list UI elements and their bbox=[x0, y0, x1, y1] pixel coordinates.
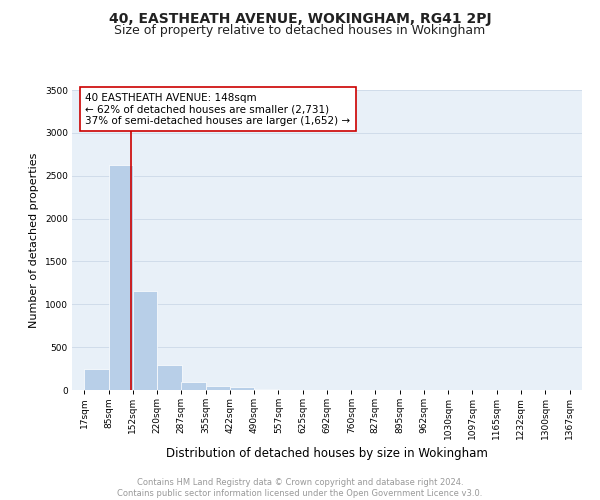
Bar bbox=[109, 164, 133, 390]
X-axis label: Distribution of detached houses by size in Wokingham: Distribution of detached houses by size … bbox=[166, 448, 488, 460]
Text: 40 EASTHEATH AVENUE: 148sqm
← 62% of detached houses are smaller (2,731)
37% of : 40 EASTHEATH AVENUE: 148sqm ← 62% of det… bbox=[85, 92, 350, 126]
Bar bbox=[230, 387, 254, 390]
Bar bbox=[181, 382, 206, 390]
Bar bbox=[157, 365, 182, 390]
Bar bbox=[84, 368, 109, 390]
Text: 40, EASTHEATH AVENUE, WOKINGHAM, RG41 2PJ: 40, EASTHEATH AVENUE, WOKINGHAM, RG41 2P… bbox=[109, 12, 491, 26]
Text: Size of property relative to detached houses in Wokingham: Size of property relative to detached ho… bbox=[115, 24, 485, 37]
Text: Contains HM Land Registry data © Crown copyright and database right 2024.
Contai: Contains HM Land Registry data © Crown c… bbox=[118, 478, 482, 498]
Bar bbox=[133, 292, 157, 390]
Bar bbox=[254, 389, 278, 390]
Bar bbox=[206, 386, 230, 390]
Y-axis label: Number of detached properties: Number of detached properties bbox=[29, 152, 39, 328]
